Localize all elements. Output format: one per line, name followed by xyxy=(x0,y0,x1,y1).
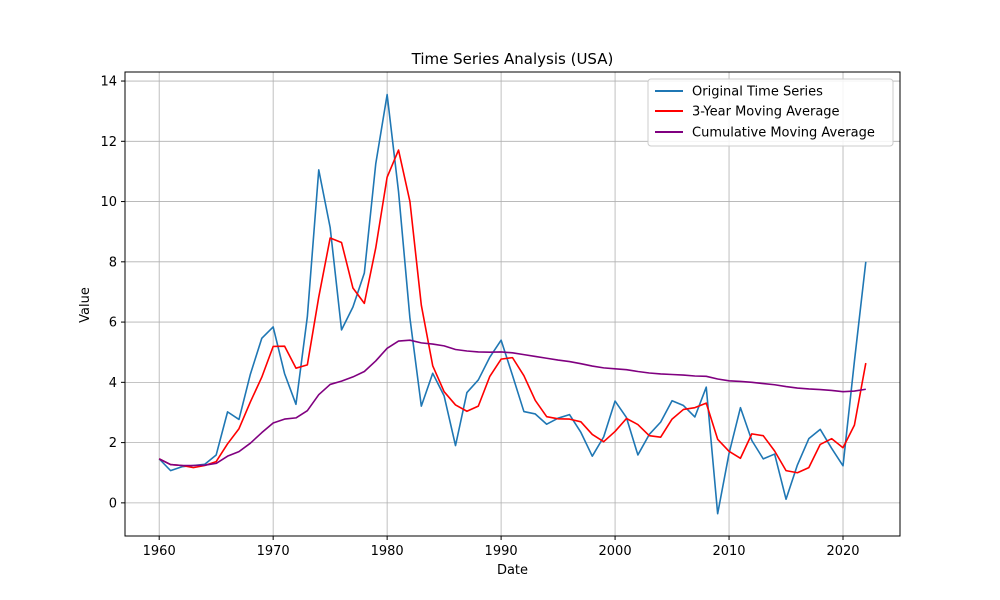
series-layer xyxy=(158,93,867,515)
chart-title: Time Series Analysis (USA) xyxy=(411,50,614,68)
y-axis-label: Value xyxy=(78,287,93,323)
ticks: 1960 1970 1980 1990 2000 2010 2020 0 2 4 6 8 10 12 14 xyxy=(100,75,859,559)
grid xyxy=(125,72,900,536)
x-tick-label: 1960 xyxy=(143,544,176,559)
y-tick-label: 0 xyxy=(109,496,117,511)
y-tick-label: 10 xyxy=(100,195,117,210)
series-line-original xyxy=(158,93,867,515)
x-tick-label: 1970 xyxy=(257,544,290,559)
y-tick-label: 8 xyxy=(109,255,117,270)
y-tick-label: 2 xyxy=(109,436,117,451)
x-tick-label: 2020 xyxy=(826,544,859,559)
y-tick-label: 4 xyxy=(109,376,117,391)
y-tick-label: 6 xyxy=(109,316,117,331)
legend-label-original: Original Time Series xyxy=(692,85,823,100)
x-tick-label: 2000 xyxy=(599,544,632,559)
legend-label-moving-average: 3-Year Moving Average xyxy=(692,105,840,120)
x-tick-label: 2010 xyxy=(712,544,745,559)
series-line-cumulative xyxy=(158,339,866,467)
legend-box xyxy=(647,78,894,147)
y-tick-label: 14 xyxy=(100,75,117,90)
x-axis-label: Date xyxy=(497,563,528,578)
y-tick-label: 12 xyxy=(100,135,117,150)
x-tick-label: 1990 xyxy=(485,544,518,559)
x-tick-label: 1980 xyxy=(371,544,404,559)
legend-label-cumulative: Cumulative Moving Average xyxy=(692,126,875,141)
plot-frame xyxy=(124,71,901,537)
legend: Original Time Series 3-Year Moving Avera… xyxy=(647,78,894,147)
series-line-moving-average xyxy=(158,149,867,474)
